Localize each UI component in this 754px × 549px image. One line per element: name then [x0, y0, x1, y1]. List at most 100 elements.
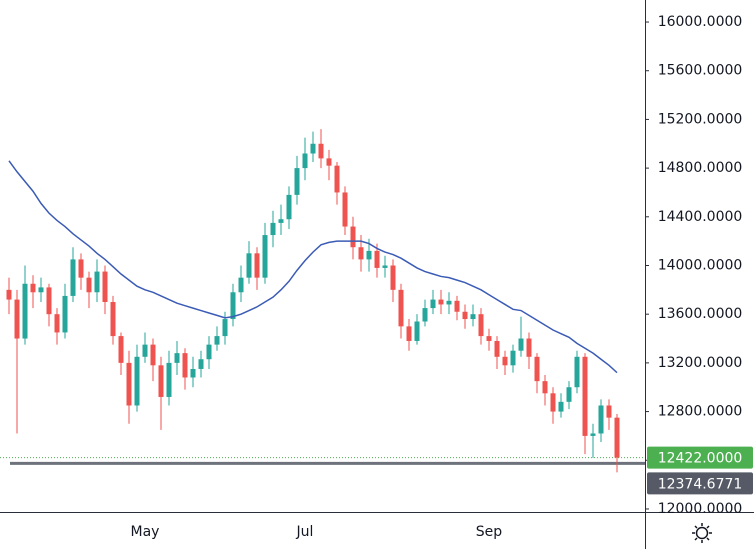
candle-body: [614, 417, 620, 458]
candle-body: [470, 314, 476, 320]
candle-body: [542, 381, 548, 394]
candle-body: [382, 265, 388, 268]
candle-body: [150, 344, 156, 366]
candle-body: [438, 299, 444, 305]
candle-body: [214, 336, 220, 345]
candle-body: [558, 401, 564, 412]
candle-body: [366, 250, 372, 260]
candle-body: [462, 311, 468, 320]
candle-body: [6, 289, 12, 300]
y-tick-label: 16000.0000: [658, 14, 743, 30]
candle-body: [406, 326, 412, 341]
candle-body: [606, 405, 612, 418]
candle-body: [110, 302, 116, 337]
candle-body: [142, 344, 148, 357]
last-price-box: [647, 446, 753, 469]
candle-body: [118, 336, 124, 363]
candle-body: [422, 308, 428, 322]
candle-body: [38, 287, 44, 293]
plot-area: [0, 129, 645, 473]
candle-body: [310, 143, 316, 154]
y-tick-label: 12800.0000: [658, 404, 743, 420]
candle-body: [590, 433, 596, 436]
y-tick-label: 15600.0000: [658, 63, 743, 79]
candle-body: [486, 336, 492, 341]
settings-icon[interactable]: [692, 523, 712, 543]
candle-body: [70, 259, 76, 296]
candle-body: [566, 387, 572, 402]
candle-body: [478, 314, 484, 337]
candle-body: [550, 393, 556, 412]
candle-body: [254, 253, 260, 278]
candle-body: [302, 153, 308, 169]
y-tick-label: 14800.0000: [658, 160, 743, 176]
candle-body: [374, 250, 380, 268]
candle-body: [134, 356, 140, 406]
y-tick-label: 15200.0000: [658, 111, 743, 127]
candle-body: [582, 356, 588, 436]
candle-body: [358, 247, 364, 260]
x-tick-label: Jul: [296, 524, 314, 540]
candle-body: [278, 219, 284, 223]
candle-body: [62, 295, 68, 333]
candle-body: [22, 283, 28, 339]
candle-body: [222, 319, 228, 337]
last-price-label: 12422.0000: [658, 451, 743, 467]
candle-body: [86, 277, 92, 293]
candle-body: [46, 287, 52, 315]
candle-body: [414, 321, 420, 341]
y-tick-label: 14400.0000: [658, 209, 743, 225]
candle-body: [126, 362, 132, 406]
candle-body: [318, 143, 324, 159]
candle-body: [230, 292, 236, 320]
y-tick-label: 14000.0000: [658, 257, 743, 273]
level-price-label: 12374.6771: [658, 476, 743, 492]
candle-body: [398, 289, 404, 327]
candle-body: [262, 235, 268, 278]
candle-body: [294, 168, 300, 195]
candle-body: [102, 271, 108, 303]
candle-body: [190, 368, 196, 378]
candle-body: [510, 350, 516, 366]
candle-body: [502, 356, 508, 366]
candle-body: [430, 299, 436, 309]
candle-body: [246, 253, 252, 278]
candle-body: [94, 271, 100, 293]
candle-body: [166, 362, 172, 397]
candle-body: [270, 222, 276, 236]
candle-body: [54, 314, 60, 333]
candle-body: [518, 338, 524, 351]
x-tick-label: May: [131, 524, 160, 540]
level-price-box: [647, 472, 753, 495]
candle-body: [494, 340, 500, 357]
candle-body: [30, 283, 36, 293]
candle-body: [286, 194, 292, 220]
candle-body: [326, 158, 332, 166]
candle-body: [238, 277, 244, 293]
candle-body: [206, 344, 212, 360]
candle-body: [174, 353, 180, 363]
y-tick-label: 13200.0000: [658, 355, 743, 371]
moving-average-line: [8, 160, 618, 374]
candle-body: [14, 299, 20, 339]
candle-body: [78, 259, 84, 278]
candle-body: [598, 405, 604, 434]
candle-body: [526, 338, 532, 357]
y-tick-label: 13600.0000: [658, 306, 743, 322]
candle-body: [574, 356, 580, 388]
y-tick-label: 12000.0000: [658, 501, 743, 517]
candle-body: [446, 300, 452, 305]
candle-body: [158, 365, 164, 397]
candle-body: [390, 265, 396, 290]
candle-body: [342, 192, 348, 227]
gear-ring: [695, 526, 709, 540]
candle-body: [198, 359, 204, 369]
candle-body: [334, 165, 340, 193]
candle-body: [182, 353, 188, 378]
gear-teeth: [692, 523, 712, 543]
candle-body: [534, 356, 540, 382]
candle-body: [454, 300, 460, 312]
x-tick-label: Sep: [476, 524, 503, 540]
candle-body: [350, 226, 356, 248]
